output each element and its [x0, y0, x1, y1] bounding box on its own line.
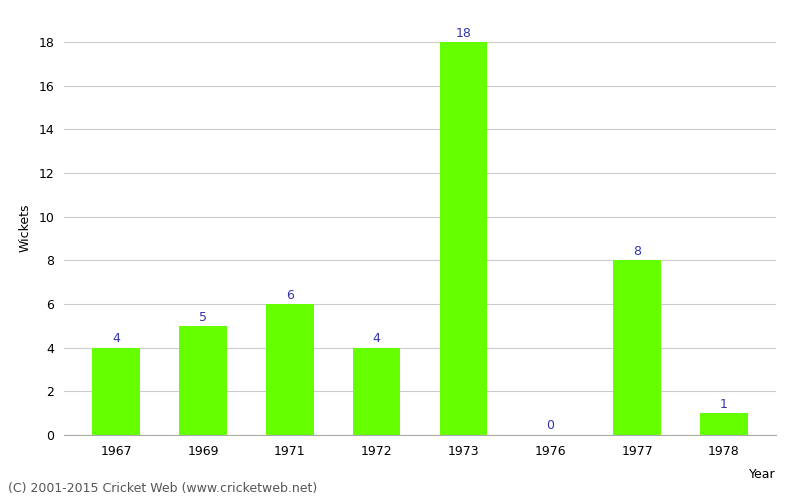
Bar: [353, 348, 401, 435]
Text: 5: 5: [199, 310, 207, 324]
Bar: [439, 42, 487, 435]
Text: 8: 8: [633, 245, 641, 258]
Text: 18: 18: [455, 26, 471, 40]
Bar: [266, 304, 314, 435]
Bar: [700, 413, 748, 435]
Bar: [613, 260, 661, 435]
Text: 0: 0: [546, 420, 554, 432]
Text: Year: Year: [750, 468, 776, 480]
Bar: [92, 348, 140, 435]
Y-axis label: Wickets: Wickets: [18, 203, 31, 252]
Text: 6: 6: [286, 289, 294, 302]
Text: 1: 1: [720, 398, 728, 411]
Text: 4: 4: [373, 332, 381, 345]
Text: (C) 2001-2015 Cricket Web (www.cricketweb.net): (C) 2001-2015 Cricket Web (www.cricketwe…: [8, 482, 318, 495]
Bar: [179, 326, 227, 435]
Text: 4: 4: [112, 332, 120, 345]
